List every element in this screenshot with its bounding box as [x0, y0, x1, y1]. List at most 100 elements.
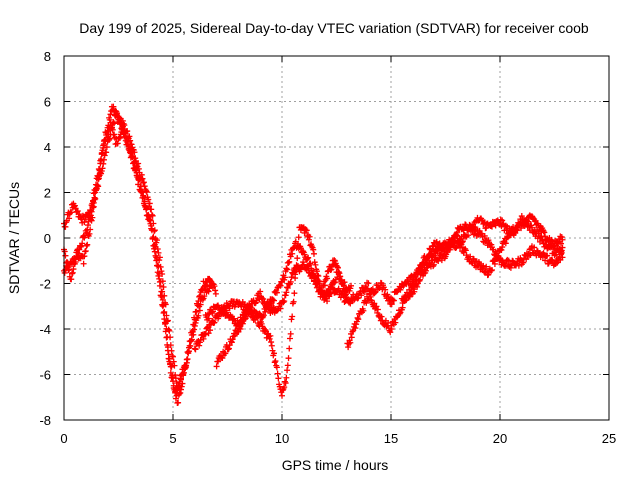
- data-point: [190, 331, 197, 338]
- data-point: [195, 312, 202, 319]
- data-point: [430, 261, 437, 268]
- data-point: [290, 298, 297, 305]
- data-point: [485, 237, 492, 244]
- data-point: [312, 261, 319, 268]
- data-point: [175, 399, 182, 406]
- data-point: [558, 234, 565, 241]
- data-point: [541, 229, 548, 236]
- data-point: [279, 387, 286, 394]
- data-point: [160, 301, 167, 308]
- data-point: [205, 315, 212, 322]
- data-point: [101, 152, 108, 159]
- data-point: [396, 310, 403, 317]
- data-point: [215, 358, 222, 365]
- data-point: [307, 260, 314, 267]
- data-point: [154, 237, 161, 244]
- data-point: [90, 203, 97, 210]
- data-point: [236, 322, 243, 329]
- data-point: [159, 288, 166, 295]
- y-tick-label: 0: [44, 231, 51, 246]
- data-point: [119, 123, 126, 130]
- data-point: [215, 313, 222, 320]
- data-point: [328, 266, 335, 273]
- data-point: [354, 314, 361, 321]
- data-point: [331, 279, 338, 286]
- data-point: [95, 176, 102, 183]
- data-point: [337, 294, 344, 301]
- data-point: [271, 359, 278, 366]
- data-point: [489, 223, 496, 230]
- data-point: [82, 216, 89, 223]
- data-point: [230, 316, 237, 323]
- data-point: [191, 345, 198, 352]
- data-point: [480, 262, 487, 269]
- data-point: [335, 268, 342, 275]
- data-point: [340, 293, 347, 300]
- data-point: [92, 195, 99, 202]
- data-point: [267, 332, 274, 339]
- data-point: [288, 316, 295, 323]
- data-point: [355, 316, 362, 323]
- data-point: [273, 364, 280, 371]
- x-tick-label: 25: [602, 431, 616, 446]
- data-point: [110, 103, 117, 110]
- data-point: [329, 285, 336, 292]
- data-point: [334, 274, 341, 281]
- data-point: [225, 346, 232, 353]
- data-point: [135, 160, 142, 167]
- data-point: [88, 217, 95, 224]
- data-point: [164, 344, 171, 351]
- data-point: [111, 120, 118, 127]
- data-point: [367, 293, 374, 300]
- data-point: [382, 286, 389, 293]
- data-point: [207, 327, 214, 334]
- data-point: [205, 288, 212, 295]
- data-point: [422, 267, 429, 274]
- data-point: [231, 315, 238, 322]
- data-point: [284, 284, 291, 291]
- data-point: [192, 346, 199, 353]
- data-point: [542, 237, 549, 244]
- data-point: [378, 313, 385, 320]
- data-point: [366, 290, 373, 297]
- data-point: [130, 159, 137, 166]
- data-point: [275, 375, 282, 382]
- data-point: [201, 331, 208, 338]
- data-point: [200, 335, 207, 342]
- data-point: [168, 347, 175, 354]
- data-point: [177, 375, 184, 382]
- data-point: [559, 254, 566, 261]
- data-point: [284, 266, 291, 273]
- data-point: [107, 111, 114, 118]
- data-point: [489, 267, 496, 274]
- data-point: [211, 283, 218, 290]
- data-point: [280, 299, 287, 306]
- data-point: [155, 263, 162, 270]
- data-point: [281, 384, 288, 391]
- data-point: [353, 321, 360, 328]
- data-point: [286, 335, 293, 342]
- data-point: [163, 312, 170, 319]
- data-point: [229, 336, 236, 343]
- data-point: [155, 249, 162, 256]
- data-point: [138, 189, 145, 196]
- data-point: [80, 260, 87, 267]
- data-point: [387, 329, 394, 336]
- data-point: [148, 206, 155, 213]
- data-point: [135, 165, 142, 172]
- data-point: [196, 307, 203, 314]
- data-point: [192, 319, 199, 326]
- data-point: [282, 292, 289, 299]
- data-point: [191, 322, 198, 329]
- series-track-5: [213, 224, 355, 399]
- data-point: [176, 390, 183, 397]
- data-point: [483, 263, 490, 270]
- data-point: [106, 135, 113, 142]
- data-point: [264, 298, 271, 305]
- data-point: [180, 371, 187, 378]
- data-point: [72, 259, 79, 266]
- data-point: [347, 339, 354, 346]
- data-point: [166, 356, 173, 363]
- data-point: [168, 363, 175, 370]
- data-point: [274, 370, 281, 377]
